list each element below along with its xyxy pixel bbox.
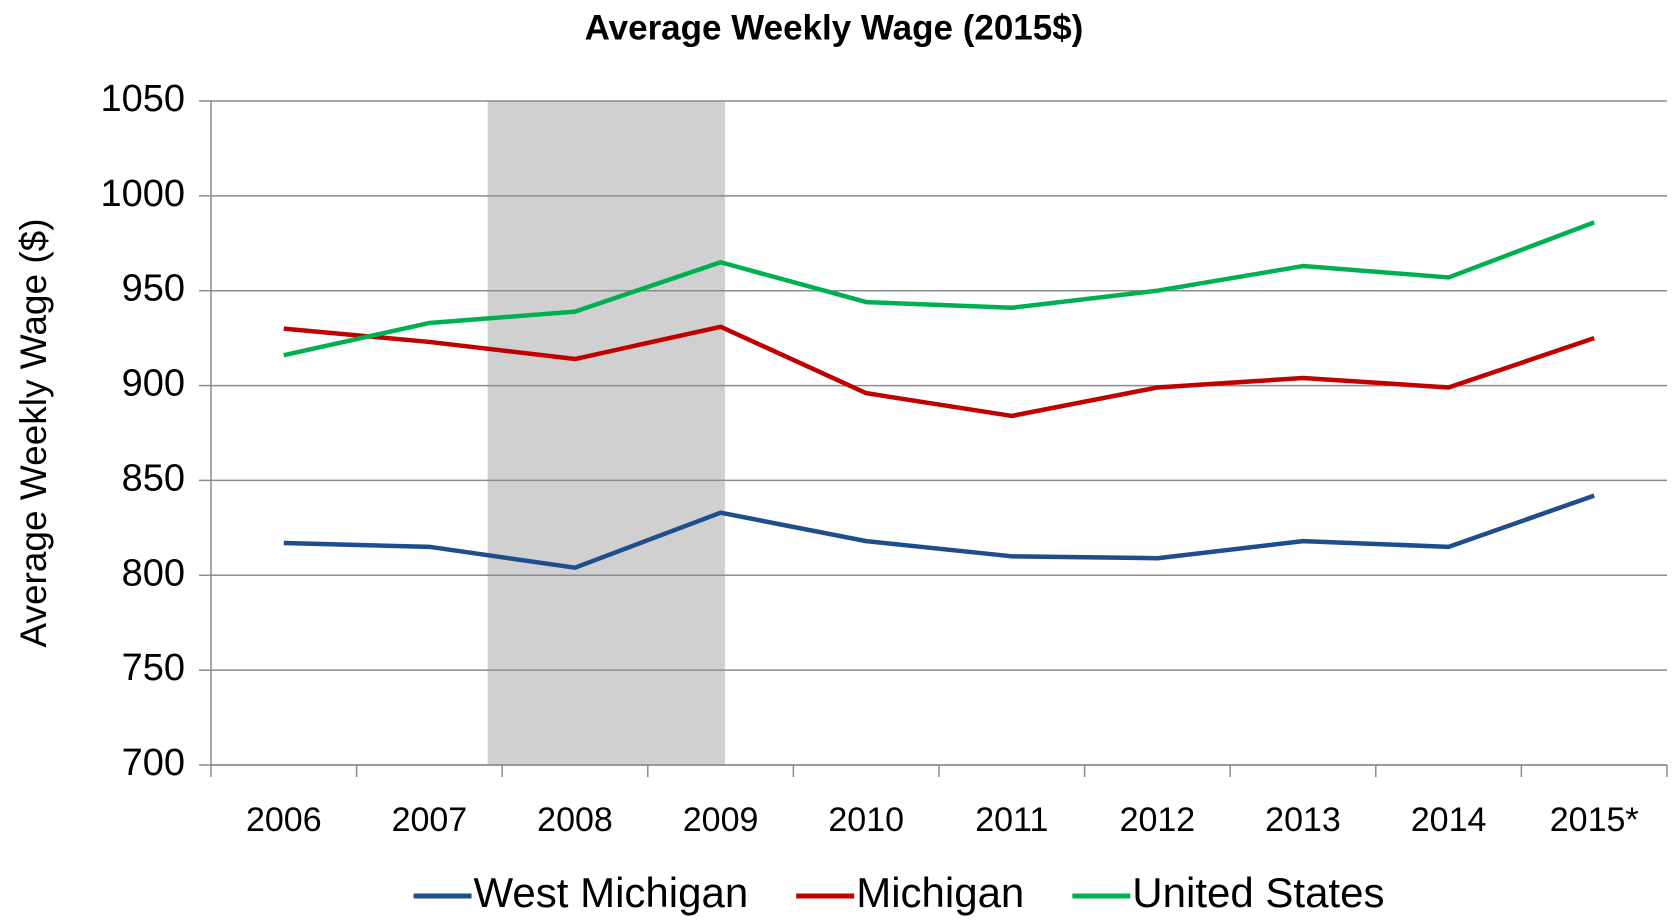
y-tick-label: 900 [122,363,185,405]
legend-label: West Michigan [474,869,749,916]
legend-label: United States [1132,869,1384,916]
y-tick-label: 950 [122,268,185,310]
y-tick-label: 700 [122,742,185,784]
x-tick-label: 2011 [975,801,1048,839]
recession-shade [487,101,725,765]
x-tick-label: 2008 [537,801,613,839]
legend-label: Michigan [856,869,1024,916]
y-axis-label: Average Weekly Wage ($) [13,218,54,647]
chart-title: Average Weekly Wage (2015$) [585,8,1084,47]
x-tick-label: 2012 [1120,801,1196,839]
x-tick-label: 2014 [1411,801,1487,839]
y-tick-label: 1000 [100,173,185,215]
y-tick-label: 750 [122,647,185,689]
x-tick-label: 2013 [1265,801,1341,839]
x-tick-label: 2006 [246,801,322,839]
y-tick-label: 850 [122,457,185,499]
series-line [283,324,1595,419]
series-line [283,220,1595,358]
series-line [283,493,1595,570]
legend: West Michigan Michigan United States [413,869,1384,916]
x-tick-label: 2015* [1550,801,1639,839]
x-tick-label: 2010 [828,801,904,839]
y-tick-label: 800 [122,552,185,594]
x-tick-label: 2007 [392,801,468,839]
y-tick-label: 1050 [100,78,185,120]
x-tick-label: 2009 [683,801,759,839]
